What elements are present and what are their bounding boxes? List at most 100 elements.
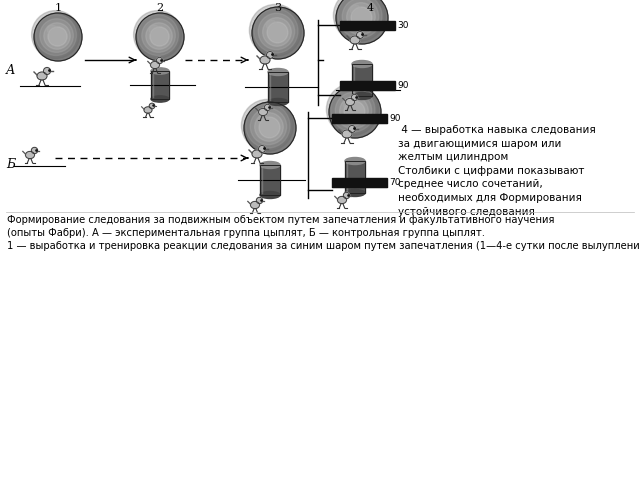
Circle shape [44,23,70,49]
Circle shape [40,19,74,52]
Circle shape [31,11,79,59]
Circle shape [266,51,273,59]
Ellipse shape [260,161,280,168]
Circle shape [36,15,77,56]
Circle shape [347,3,375,31]
Bar [260,165,280,195]
Circle shape [267,22,288,43]
Bar [151,71,169,99]
Circle shape [138,15,179,56]
Circle shape [257,197,262,204]
Bar [340,21,395,30]
Ellipse shape [37,72,47,80]
Circle shape [156,57,163,64]
Circle shape [254,9,298,53]
Circle shape [47,25,57,35]
Circle shape [338,0,382,38]
Ellipse shape [268,98,288,106]
Text: 1: 1 [54,3,61,13]
Circle shape [48,27,67,46]
Circle shape [259,117,280,138]
Circle shape [255,113,284,141]
Circle shape [356,32,364,38]
Circle shape [259,145,266,153]
Circle shape [259,13,294,49]
Ellipse shape [337,196,346,204]
Circle shape [246,104,290,148]
Ellipse shape [350,36,360,44]
Ellipse shape [260,56,270,64]
Bar [260,165,280,195]
Circle shape [250,4,301,56]
Ellipse shape [252,150,262,158]
Bar [352,64,372,96]
Ellipse shape [342,130,352,138]
Circle shape [146,23,172,49]
Text: А: А [6,63,15,76]
Circle shape [136,13,184,61]
Circle shape [264,104,271,111]
Text: 2: 2 [156,3,164,13]
Text: 90: 90 [389,114,401,123]
Circle shape [244,102,296,154]
Ellipse shape [144,107,152,113]
Text: 30: 30 [397,21,408,30]
Circle shape [342,0,379,35]
Circle shape [333,0,385,41]
Circle shape [343,99,354,109]
Text: Формирование следования за подвижным объектом путем запечатления и факультативно: Формирование следования за подвижным объ… [7,215,640,251]
Text: 4 — выработка навыка следования
за двигающимися шаром или
желтым цилиндром
Столб: 4 — выработка навыка следования за двига… [398,125,596,216]
Ellipse shape [250,202,259,209]
Ellipse shape [150,61,159,69]
Circle shape [259,115,269,125]
Bar [345,161,365,193]
Ellipse shape [346,98,355,106]
Circle shape [344,101,365,122]
Ellipse shape [259,108,268,116]
Bar [332,114,387,123]
Circle shape [44,68,51,74]
Ellipse shape [345,190,365,196]
Circle shape [149,103,155,109]
Circle shape [351,95,358,101]
Circle shape [329,86,381,138]
Bar [151,71,169,99]
Ellipse shape [352,60,372,68]
Circle shape [150,27,169,46]
Ellipse shape [26,151,35,158]
Bar [268,72,288,102]
Circle shape [335,92,372,129]
Circle shape [350,5,361,15]
Circle shape [336,0,388,44]
Circle shape [349,125,355,132]
Circle shape [250,108,287,144]
Circle shape [241,99,293,151]
Circle shape [149,25,159,35]
Bar [345,161,365,193]
Text: 4: 4 [367,3,374,13]
Bar [340,81,395,90]
Circle shape [31,147,38,154]
Circle shape [340,96,368,125]
Ellipse shape [352,93,372,99]
Circle shape [262,18,291,46]
Circle shape [351,7,372,28]
Text: 3: 3 [275,3,282,13]
Circle shape [134,11,182,59]
Circle shape [266,20,276,30]
Ellipse shape [151,96,169,102]
Text: 90: 90 [397,81,408,90]
Ellipse shape [151,68,169,74]
Text: Б: Б [6,158,15,171]
Text: 70: 70 [389,178,401,187]
Ellipse shape [260,192,280,199]
Circle shape [252,7,304,59]
Circle shape [331,88,375,132]
Bar [332,178,387,187]
Circle shape [142,19,175,52]
Ellipse shape [345,157,365,165]
Circle shape [326,84,378,135]
Circle shape [34,13,82,61]
Ellipse shape [268,69,288,75]
Circle shape [343,192,349,199]
